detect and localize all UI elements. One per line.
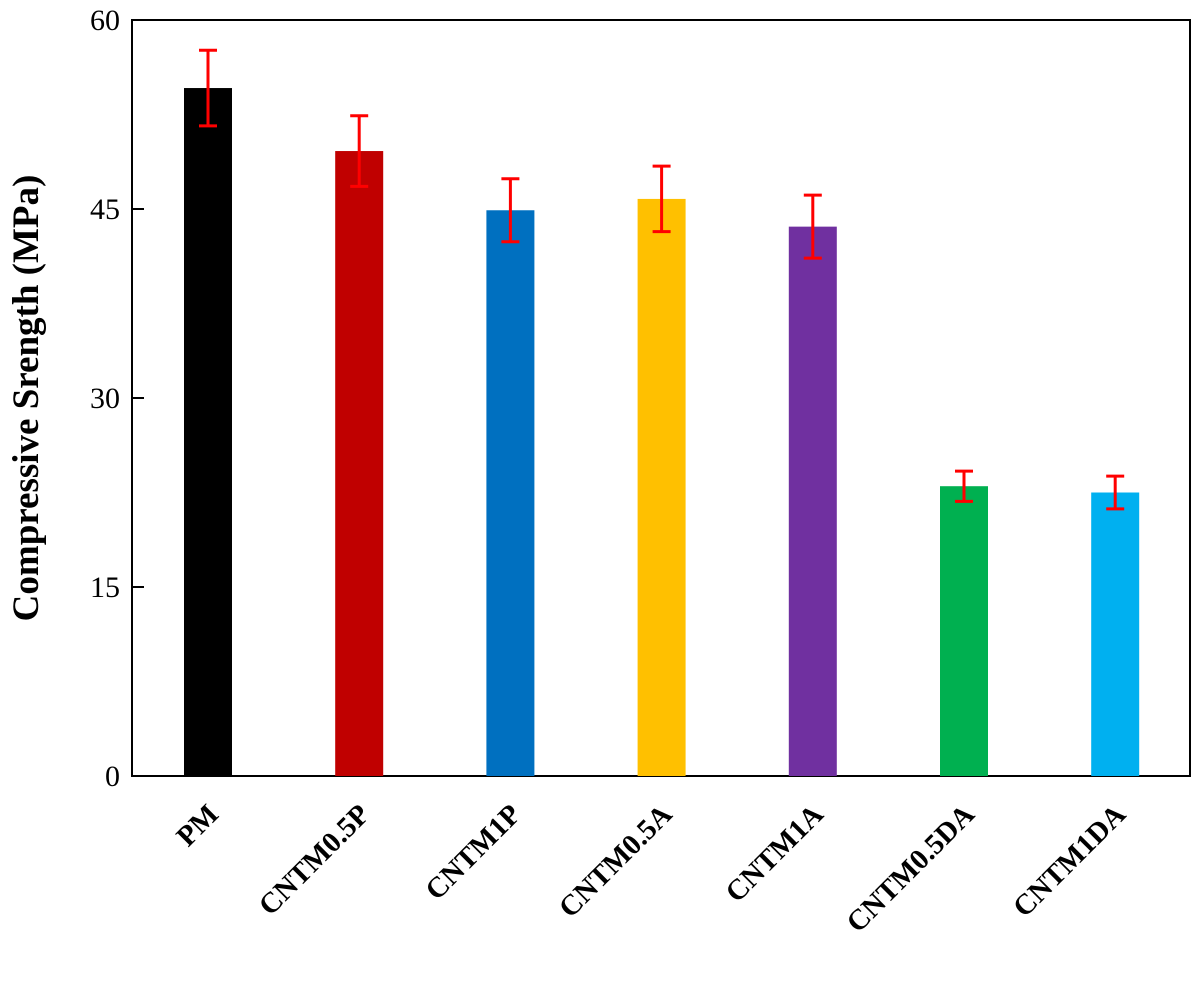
bar-cntm1a [788,226,837,776]
x-tick-label: CNTM1DA [1007,798,1132,923]
y-tick-label: 0 [105,760,120,793]
y-tick-label: 15 [90,571,120,604]
bar-cntm1da [1091,492,1140,776]
y-tick-label: 30 [90,382,120,415]
x-axis-labels: PM CNTM0.5P CNTM1P CNTM0.5A CNTM1A CNTM0.5DA C… [170,798,1132,939]
x-tick-label: PM [170,798,225,853]
y-tick-label: 60 [90,4,120,37]
bar-cntm0-5da [940,486,988,776]
bar-cntm1p [486,210,535,776]
y-axis-ticks: 0 15 30 45 60 [90,4,144,793]
bars-group [184,88,1140,777]
x-tick-label: CNTM1P [419,798,527,906]
x-tick-label: CNTM0.5DA [840,798,981,939]
bar-cntm0-5a [637,198,686,777]
error-bars-group [199,48,1125,511]
y-tick-label: 45 [90,193,120,226]
x-tick-label: CNTM0.5A [553,798,679,924]
bar-pm [184,88,232,777]
y-axis-title: Compressive Srength (MPa) [6,175,47,622]
bar-cntm0-5p [335,151,384,777]
x-tick-label: CNTM1A [719,798,829,908]
x-tick-label: CNTM0.5P [253,798,376,921]
